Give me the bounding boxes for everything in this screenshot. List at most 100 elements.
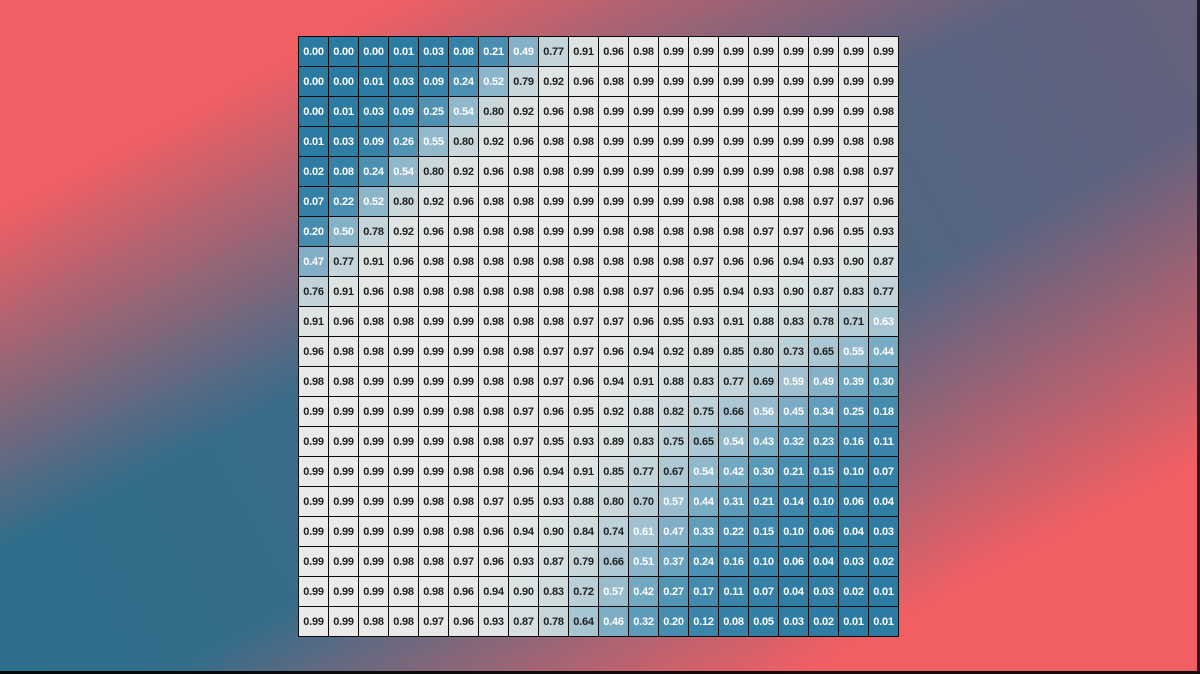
heatmap-cell: 0.33 xyxy=(689,517,718,546)
heatmap-cell: 0.99 xyxy=(599,127,628,156)
heatmap-cell: 0.99 xyxy=(599,157,628,186)
heatmap-cell: 0.99 xyxy=(419,457,448,486)
heatmap-cell: 0.98 xyxy=(869,97,898,126)
heatmap-cell: 0.87 xyxy=(509,607,538,636)
heatmap-cell: 0.97 xyxy=(779,217,808,246)
heatmap-cell: 0.42 xyxy=(719,457,748,486)
heatmap-cell: 0.59 xyxy=(779,367,808,396)
heatmap-cell: 0.25 xyxy=(839,397,868,426)
heatmap-cell: 0.98 xyxy=(539,247,568,276)
heatmap-cell: 0.22 xyxy=(329,187,358,216)
heatmap-cell: 0.54 xyxy=(449,97,478,126)
heatmap-cell: 0.97 xyxy=(599,307,628,336)
heatmap-cell: 0.52 xyxy=(479,67,508,96)
heatmap-cell: 0.98 xyxy=(779,157,808,186)
heatmap-cell: 0.83 xyxy=(839,277,868,306)
heatmap-cell: 0.54 xyxy=(689,457,718,486)
heatmap-cell: 0.97 xyxy=(509,427,538,456)
heatmap-cell: 0.83 xyxy=(539,577,568,606)
heatmap-cell: 0.24 xyxy=(689,547,718,576)
heatmap-cell: 0.04 xyxy=(869,487,898,516)
heatmap-cell: 0.99 xyxy=(749,127,778,156)
heatmap-cell: 0.98 xyxy=(509,367,538,396)
heatmap-cell: 0.98 xyxy=(389,607,418,636)
heatmap-cell: 0.99 xyxy=(569,157,598,186)
heatmap-cell: 0.99 xyxy=(809,37,838,66)
heatmap-cell: 0.97 xyxy=(449,547,478,576)
heatmap-cell: 0.85 xyxy=(719,337,748,366)
heatmap-cell: 0.98 xyxy=(329,337,358,366)
heatmap-cell: 0.52 xyxy=(359,187,388,216)
heatmap-cell: 0.98 xyxy=(569,247,598,276)
heatmap-cell: 0.99 xyxy=(299,577,328,606)
heatmap-cell: 0.99 xyxy=(659,67,688,96)
heatmap-cell: 0.92 xyxy=(389,217,418,246)
heatmap-cell: 0.99 xyxy=(419,367,448,396)
heatmap-cell: 0.92 xyxy=(599,397,628,426)
heatmap-cell: 0.94 xyxy=(779,247,808,276)
heatmap-cell: 0.98 xyxy=(779,187,808,216)
heatmap-cell: 0.17 xyxy=(689,577,718,606)
heatmap-cell: 0.99 xyxy=(779,67,808,96)
heatmap-cell: 0.83 xyxy=(779,307,808,336)
heatmap-cell: 0.82 xyxy=(659,397,688,426)
heatmap-cell: 0.99 xyxy=(329,607,358,636)
heatmap-cell: 0.99 xyxy=(389,457,418,486)
heatmap-cell: 0.04 xyxy=(809,547,838,576)
heatmap-cell: 0.98 xyxy=(719,187,748,216)
heatmap-cell: 0.96 xyxy=(599,37,628,66)
heatmap-cell: 0.98 xyxy=(359,307,388,336)
heatmap-cell: 0.97 xyxy=(509,397,538,426)
heatmap-cell: 0.99 xyxy=(299,457,328,486)
heatmap-cell: 0.99 xyxy=(809,97,838,126)
heatmap-cell: 0.99 xyxy=(419,307,448,336)
heatmap-cell: 0.97 xyxy=(539,367,568,396)
heatmap-cell: 0.01 xyxy=(389,37,418,66)
heatmap-cell: 0.96 xyxy=(569,67,598,96)
heatmap-cell: 0.89 xyxy=(599,427,628,456)
heatmap-cell: 0.98 xyxy=(869,127,898,156)
heatmap-cell: 0.57 xyxy=(659,487,688,516)
heatmap-cell: 0.03 xyxy=(389,67,418,96)
heatmap-cell: 0.79 xyxy=(569,547,598,576)
heatmap-cell: 0.04 xyxy=(779,577,808,606)
heatmap-cell: 0.12 xyxy=(689,607,718,636)
heatmap-cell: 0.15 xyxy=(749,517,778,546)
heatmap-cell: 0.00 xyxy=(329,37,358,66)
heatmap-cell: 0.44 xyxy=(869,337,898,366)
heatmap-cell: 0.97 xyxy=(479,487,508,516)
heatmap-cell: 0.96 xyxy=(719,247,748,276)
heatmap-cell: 0.43 xyxy=(749,427,778,456)
heatmap-cell: 0.56 xyxy=(749,397,778,426)
heatmap-cell: 0.02 xyxy=(839,577,868,606)
heatmap-cell: 0.99 xyxy=(749,157,778,186)
heatmap-cell: 0.99 xyxy=(449,337,478,366)
heatmap-cell: 0.98 xyxy=(509,187,538,216)
heatmap-cell: 0.65 xyxy=(809,337,838,366)
heatmap-cell: 0.09 xyxy=(419,67,448,96)
heatmap-cell: 0.99 xyxy=(749,67,778,96)
heatmap-cell: 0.99 xyxy=(389,427,418,456)
heatmap-cell: 0.88 xyxy=(659,367,688,396)
heatmap-cell: 0.91 xyxy=(329,277,358,306)
heatmap-cell: 0.25 xyxy=(419,97,448,126)
heatmap-cell: 0.98 xyxy=(479,427,508,456)
heatmap-cell: 0.03 xyxy=(839,547,868,576)
heatmap-cell: 0.94 xyxy=(629,337,658,366)
heatmap-cell: 0.11 xyxy=(719,577,748,606)
heatmap-cell: 0.01 xyxy=(839,607,868,636)
heatmap-cell: 0.49 xyxy=(809,367,838,396)
heatmap-cell: 0.92 xyxy=(479,127,508,156)
heatmap-cell: 0.99 xyxy=(869,67,898,96)
heatmap-cell: 0.99 xyxy=(389,517,418,546)
heatmap-cell: 0.03 xyxy=(809,577,838,606)
heatmap-cell: 0.93 xyxy=(749,277,778,306)
heatmap-cell: 0.70 xyxy=(629,487,658,516)
heatmap-cell: 0.80 xyxy=(479,97,508,126)
heatmap-cell: 0.01 xyxy=(359,67,388,96)
heatmap-cell: 0.98 xyxy=(659,247,688,276)
heatmap-cell: 0.61 xyxy=(629,517,658,546)
heatmap-cell: 0.85 xyxy=(599,457,628,486)
heatmap-cell: 0.10 xyxy=(779,517,808,546)
heatmap-cell: 0.98 xyxy=(599,247,628,276)
